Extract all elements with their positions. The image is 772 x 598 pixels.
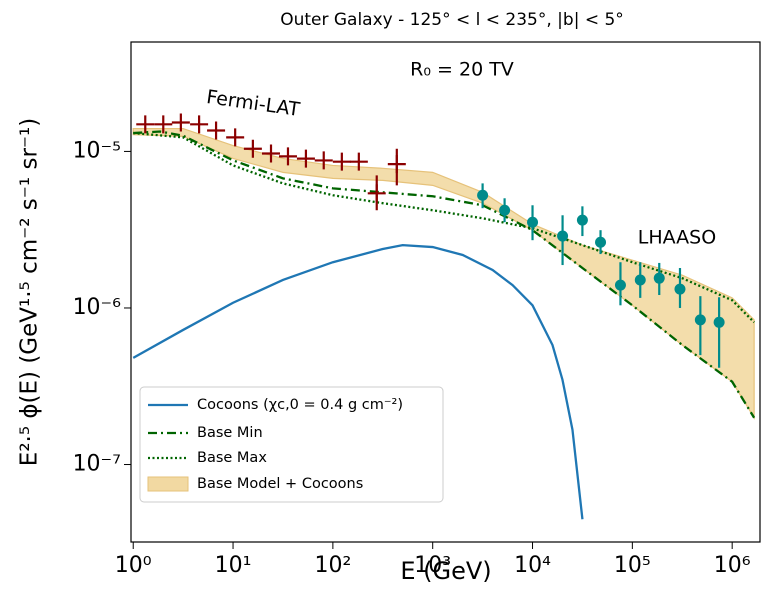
legend-swatch bbox=[147, 476, 189, 492]
x-tick-label: 10¹ bbox=[215, 553, 252, 578]
point bbox=[595, 236, 607, 248]
cross-marker bbox=[314, 151, 333, 170]
cross-marker bbox=[243, 139, 262, 158]
chart-title: Outer Galaxy - 125° < l < 235°, |b| < 5° bbox=[280, 10, 624, 30]
x-tick-label: 10⁰ bbox=[115, 553, 152, 578]
point bbox=[614, 279, 626, 291]
line bbox=[132, 243, 584, 520]
plot-area bbox=[132, 113, 756, 520]
cross-marker bbox=[387, 155, 406, 174]
x-axis-label: E (GeV) bbox=[400, 557, 491, 585]
cross-marker bbox=[332, 152, 351, 171]
point bbox=[499, 204, 511, 216]
cross-marker bbox=[278, 147, 297, 166]
point bbox=[653, 272, 665, 284]
series-label: LHAASO bbox=[638, 227, 716, 249]
line bbox=[133, 130, 756, 419]
point bbox=[713, 316, 725, 328]
legend-label: Base Min bbox=[197, 425, 263, 441]
cross-marker bbox=[190, 115, 209, 134]
x-tick-label: 10⁵ bbox=[614, 553, 651, 578]
cross-marker bbox=[262, 144, 281, 163]
series-label: Fermi-LAT bbox=[205, 86, 301, 121]
x-tick-label: 10² bbox=[314, 553, 351, 578]
y-tick-label: 10⁻⁶ bbox=[73, 295, 122, 320]
legend-label: Cocoons (χc,0 = 0.4 g cm⁻²) bbox=[197, 397, 403, 413]
plot-frame bbox=[130, 41, 761, 543]
legend-label: Base Max bbox=[197, 450, 267, 466]
point bbox=[674, 283, 686, 295]
point bbox=[557, 230, 569, 242]
point bbox=[634, 274, 646, 286]
legend-label: Base Model + Cocoons bbox=[197, 476, 363, 492]
point bbox=[477, 189, 489, 201]
y-tick-label: 10⁻⁵ bbox=[73, 138, 121, 163]
y-tick-label: 10⁻⁷ bbox=[73, 452, 121, 477]
x-tick-label: 10³ bbox=[414, 553, 451, 578]
x-tick-label: 10⁴ bbox=[514, 553, 551, 578]
annotation: R₀ = 20 TV bbox=[410, 59, 514, 81]
point bbox=[527, 216, 539, 228]
cross-marker bbox=[207, 121, 226, 140]
cross-marker bbox=[349, 152, 368, 171]
cross-marker bbox=[171, 113, 190, 132]
cross-marker bbox=[367, 184, 386, 203]
line bbox=[133, 131, 755, 324]
legend-box bbox=[139, 386, 444, 503]
band bbox=[132, 127, 755, 420]
cross-marker bbox=[154, 115, 173, 134]
cross-marker bbox=[136, 115, 155, 134]
cross-marker bbox=[296, 149, 315, 168]
y-axis-label: E²·⁵ ϕ(E) (GeV¹·⁵ cm⁻² s⁻¹ sr⁻¹) bbox=[17, 118, 43, 466]
x-tick-label: 10⁶ bbox=[714, 553, 751, 578]
cross-marker bbox=[226, 128, 245, 147]
point bbox=[576, 214, 588, 226]
point bbox=[694, 314, 706, 326]
